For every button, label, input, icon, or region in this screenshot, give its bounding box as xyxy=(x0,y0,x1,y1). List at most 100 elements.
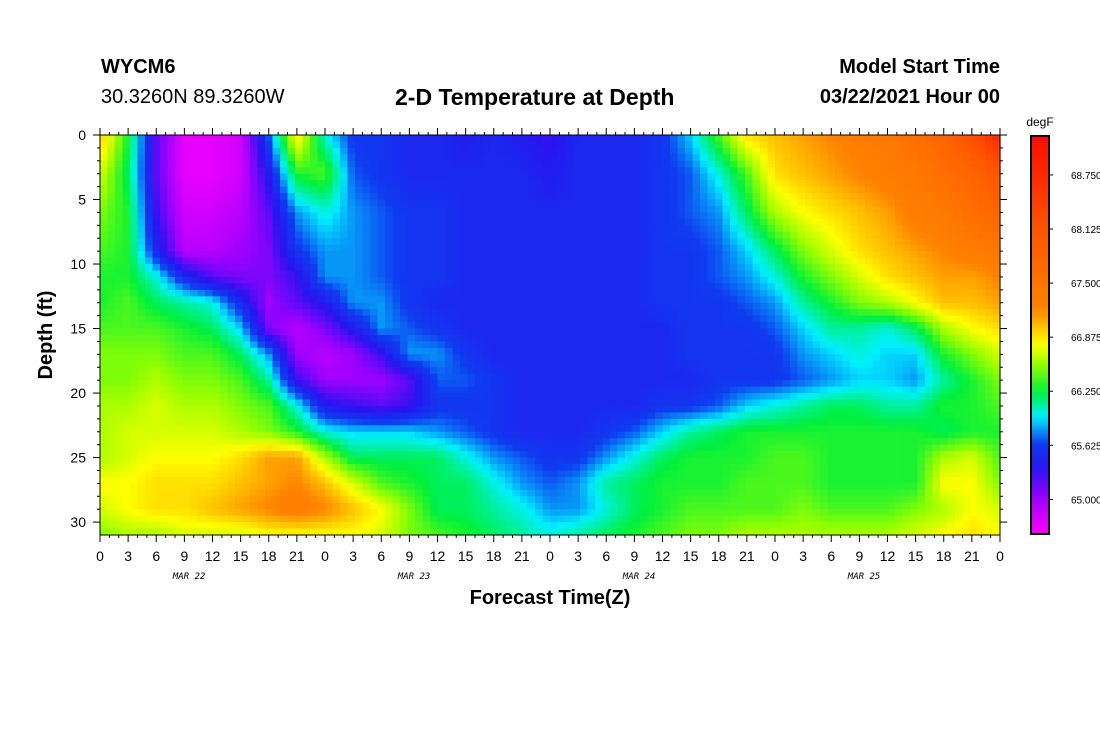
heatmap-cell xyxy=(940,335,949,343)
heatmap-cell xyxy=(580,322,589,330)
heatmap-cell xyxy=(197,341,206,349)
heatmap-cell xyxy=(722,360,731,368)
heatmap-cell xyxy=(722,264,731,272)
heatmap-cell xyxy=(445,199,454,207)
heatmap-cell xyxy=(632,193,641,201)
heatmap-cell xyxy=(797,205,806,214)
heatmap-cell xyxy=(377,335,386,343)
heatmap-cell xyxy=(235,154,244,162)
heatmap-cell xyxy=(610,135,619,143)
heatmap-cell xyxy=(992,199,1001,207)
heatmap-cell xyxy=(827,231,836,239)
heatmap-cell xyxy=(295,341,304,349)
heatmap-cell xyxy=(310,154,319,162)
heatmap-cell xyxy=(160,251,169,259)
heatmap-cell xyxy=(377,264,386,272)
heatmap-cell xyxy=(182,186,191,194)
heatmap-cell xyxy=(535,373,544,381)
heatmap-cell xyxy=(865,231,874,239)
heatmap-cell xyxy=(587,193,596,201)
heatmap-cell xyxy=(182,309,191,317)
heatmap-cell xyxy=(760,180,769,188)
heatmap-cell xyxy=(812,283,821,291)
heatmap-cell xyxy=(475,173,484,181)
heatmap-cell xyxy=(985,335,994,343)
heatmap-cell xyxy=(347,251,356,259)
heatmap-cell xyxy=(287,380,296,388)
heatmap-cell xyxy=(340,154,349,162)
heatmap-cell xyxy=(475,296,484,304)
heatmap-cell xyxy=(250,238,259,246)
heatmap-cell xyxy=(452,380,461,388)
heatmap-cell xyxy=(752,289,761,297)
heatmap-cell xyxy=(932,315,941,323)
heatmap-cell xyxy=(512,257,521,265)
heatmap-cell xyxy=(302,135,311,143)
heatmap-cell xyxy=(797,373,806,381)
heatmap-cell xyxy=(910,347,919,355)
heatmap-cell xyxy=(235,257,244,265)
heatmap-cell xyxy=(467,322,476,330)
heatmap-cell xyxy=(490,225,499,233)
heatmap-cell xyxy=(790,160,799,168)
heatmap-cell xyxy=(460,212,469,220)
heatmap-cell xyxy=(392,373,401,381)
heatmap-cell xyxy=(685,238,694,246)
heatmap-cell xyxy=(190,270,199,278)
heatmap-cell xyxy=(670,289,679,297)
heatmap-cell xyxy=(392,173,401,181)
heatmap-cell xyxy=(610,296,619,304)
heatmap-cell xyxy=(640,199,649,207)
heatmap-cell xyxy=(317,309,326,317)
heatmap-cell xyxy=(542,257,551,265)
heatmap-cell xyxy=(947,244,956,252)
heatmap-cell xyxy=(505,341,514,349)
heatmap-cell xyxy=(332,135,341,143)
heatmap-cell xyxy=(932,283,941,291)
heatmap-cell xyxy=(130,231,139,239)
heatmap-cell xyxy=(902,309,911,317)
heatmap-cell xyxy=(880,193,889,201)
heatmap-cell xyxy=(527,302,536,310)
heatmap-cell xyxy=(362,270,371,278)
heatmap-cell xyxy=(670,302,679,310)
heatmap-cell xyxy=(422,238,431,246)
heatmap-cell xyxy=(265,186,274,194)
heatmap-cell xyxy=(242,205,251,214)
heatmap-cell xyxy=(190,147,199,155)
heatmap-cell xyxy=(625,154,634,162)
heatmap-cell xyxy=(842,270,851,278)
heatmap-cell xyxy=(925,154,934,162)
heatmap-cell xyxy=(347,238,356,246)
heatmap-cell xyxy=(632,141,641,149)
heatmap-cell xyxy=(347,296,356,304)
heatmap-cell xyxy=(640,186,649,194)
heatmap-cell xyxy=(452,360,461,368)
heatmap-cell xyxy=(887,360,896,368)
heatmap-cell xyxy=(962,347,971,355)
heatmap-cell xyxy=(317,367,326,375)
heatmap-cell xyxy=(985,264,994,272)
heatmap-cell xyxy=(775,296,784,304)
heatmap-cell xyxy=(655,173,664,181)
heatmap-cell xyxy=(197,199,206,207)
heatmap-cell xyxy=(670,367,679,375)
heatmap-cell xyxy=(205,289,214,297)
heatmap-cell xyxy=(377,186,386,194)
heatmap-cell xyxy=(100,289,109,297)
heatmap-cell xyxy=(737,257,746,265)
heatmap-cell xyxy=(145,322,154,330)
heatmap-cell xyxy=(430,218,439,226)
heatmap-cell xyxy=(257,315,266,323)
heatmap-cell xyxy=(497,270,506,278)
heatmap-cell xyxy=(227,180,236,188)
heatmap-cell xyxy=(625,341,634,349)
heatmap-cell xyxy=(115,141,124,149)
heatmap-cell xyxy=(790,238,799,246)
heatmap-cell xyxy=(985,289,994,297)
heatmap-cell xyxy=(392,367,401,375)
model-start-time: 03/22/2021 Hour 00 xyxy=(819,86,1000,108)
heatmap-cell xyxy=(962,147,971,155)
heatmap-cell xyxy=(752,335,761,343)
heatmap-cell xyxy=(775,373,784,381)
